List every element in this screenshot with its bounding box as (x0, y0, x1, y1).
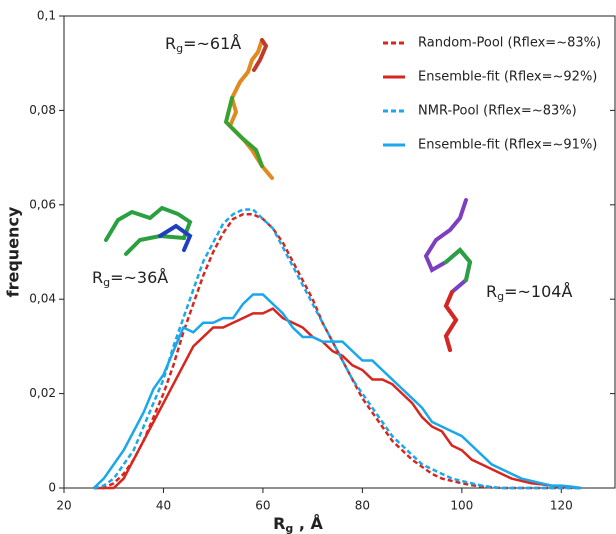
y-axis-label: frequency (4, 206, 23, 297)
series-line (93, 307, 582, 490)
y-tick-label: 0,1 (37, 9, 56, 23)
legend-label: Ensemble-fit (Rflex=~92%) (418, 70, 597, 85)
structure-61-top (252, 38, 269, 72)
label-rest: =~61Å (183, 34, 241, 53)
label-sub: g (497, 290, 504, 303)
plot-frame (63, 15, 616, 489)
structure-104 (423, 198, 473, 352)
annotation: Rg=~61Å (165, 34, 241, 56)
structure-icons (104, 38, 473, 352)
label-base: R (273, 514, 285, 533)
y-tick-label: 0,04 (29, 292, 56, 306)
series-line (92, 293, 582, 490)
x-tick-label: 80 (355, 499, 370, 513)
label-base: R (486, 282, 497, 301)
x-tick-label: 100 (450, 499, 473, 513)
label-rest: , Å (293, 514, 323, 533)
x-tick-label: 120 (550, 499, 573, 513)
annotation: Rg=~104Å (486, 282, 572, 304)
y-tick-label: 0,06 (29, 197, 56, 211)
series-line (93, 212, 582, 490)
structure-36-blue (158, 223, 193, 252)
legend-label: Random-Pool (Rflex=~83%) (418, 36, 601, 51)
structure-36 (104, 205, 193, 256)
x-tick-label: 20 (56, 499, 71, 513)
x-axis-label: Rg , Å (273, 514, 323, 534)
series-line (93, 208, 582, 490)
label-sub: g (103, 276, 110, 289)
label-rest: =~104Å (504, 282, 572, 301)
structure-61-low (223, 96, 264, 168)
x-tick-label: 60 (255, 499, 270, 513)
label-base: R (165, 34, 176, 53)
label-sub: g (285, 522, 293, 534)
legend-label: Ensemble-fit (Rflex=~91%) (418, 138, 597, 153)
x-tick-label: 40 (156, 499, 171, 513)
legend-label: NMR-Pool (Rflex=~83%) (418, 104, 577, 119)
structure-104-green (444, 247, 473, 282)
annotation: Rg=~36Å (92, 268, 168, 290)
label-rest: =~36Å (110, 268, 168, 287)
structure-61 (227, 38, 274, 180)
y-tick-label: 0,08 (29, 103, 56, 117)
y-tick-label: 0 (48, 481, 56, 495)
y-tick-label: 0,02 (29, 386, 56, 400)
label-sub: g (176, 42, 183, 55)
label-base: R (92, 268, 103, 287)
structure-104-red (443, 290, 459, 352)
